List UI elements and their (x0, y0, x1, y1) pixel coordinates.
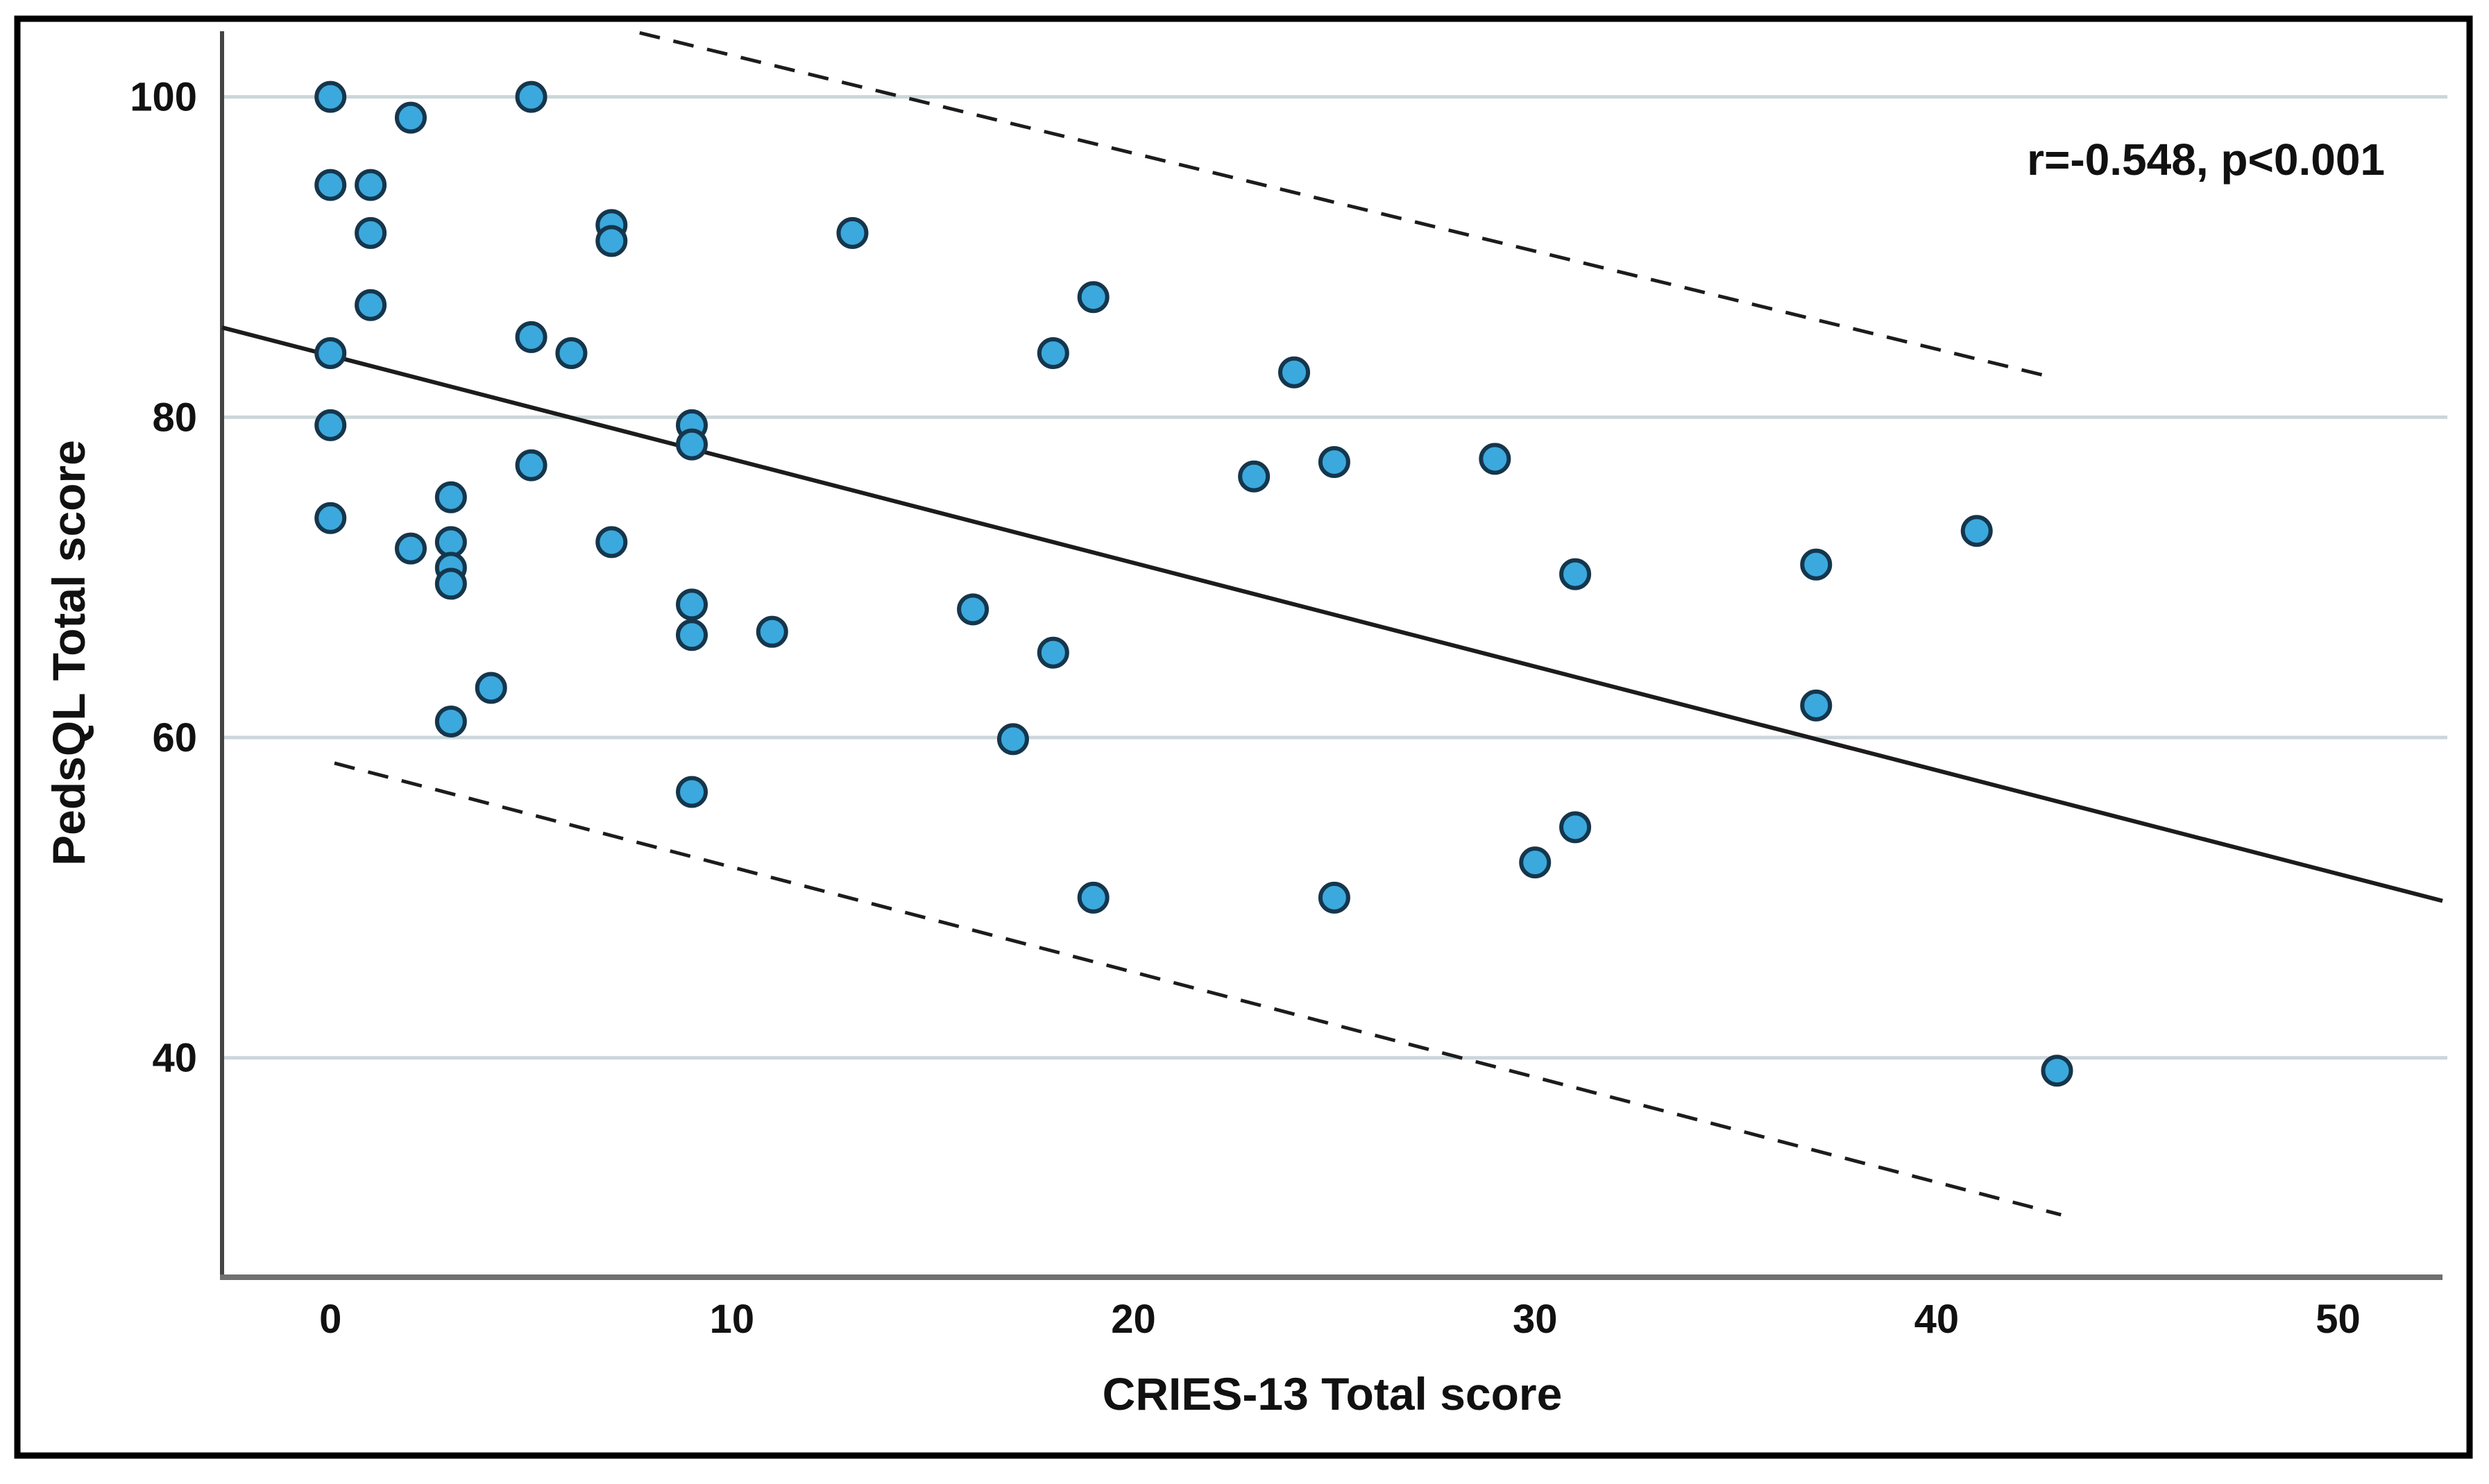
y-tick-label-40: 40 (152, 1036, 197, 1081)
y-tick-label-60: 60 (152, 715, 197, 760)
data-point (676, 428, 708, 461)
data-point (355, 289, 387, 321)
data-point (1077, 281, 1110, 314)
data-point (475, 672, 507, 704)
data-point (355, 216, 387, 249)
y-axis-title: PedsQL Total score (43, 440, 94, 866)
data-point (836, 216, 869, 249)
ci-lower-line (334, 761, 2062, 1217)
x-tick-label-20: 20 (1111, 1297, 1156, 1342)
data-point (434, 481, 467, 513)
data-point (394, 532, 427, 565)
data-point (1077, 881, 1110, 914)
fit-line-layer (221, 31, 2443, 1217)
data-point (1800, 548, 1833, 581)
data-point (1318, 881, 1350, 914)
data-point (314, 337, 347, 370)
x-axis-title: CRIES-13 Total score (1103, 1368, 1563, 1419)
data-point (676, 619, 708, 651)
data-point (996, 723, 1029, 756)
data-point (515, 321, 547, 353)
y-tick-label-100: 100 (130, 75, 197, 120)
data-point (595, 526, 628, 558)
data-point (1960, 515, 1993, 547)
data-point (314, 80, 347, 113)
axis-layer (220, 31, 2443, 1280)
x-tick-label-0: 0 (319, 1297, 341, 1342)
data-point (676, 588, 708, 621)
data-point (314, 409, 347, 441)
correlation-annotation: r=-0.548, p<0.001 (2027, 135, 2385, 185)
x-tick-label-40: 40 (1914, 1297, 1960, 1342)
data-point (515, 80, 547, 113)
data-point (1318, 445, 1350, 478)
x-tick-label-50: 50 (2316, 1297, 2361, 1342)
gridline-layer (222, 95, 2447, 1060)
data-point (1559, 811, 1592, 844)
data-point (314, 502, 347, 534)
data-point (1519, 846, 1552, 879)
data-point (1800, 689, 1833, 722)
data-point (314, 169, 347, 201)
y-tick-label-80: 80 (152, 395, 197, 440)
data-point (957, 593, 989, 626)
x-tick-label-10: 10 (710, 1297, 755, 1342)
tick-label-layer: 40 60 80 100 0 10 20 30 40 50 (130, 75, 2361, 1342)
data-point (1037, 636, 1069, 669)
data-point (434, 705, 467, 737)
data-point (394, 101, 427, 134)
data-point (355, 169, 387, 201)
data-point (595, 225, 628, 257)
data-point (2041, 1055, 2073, 1087)
figure-border (14, 15, 2473, 1459)
data-point (1037, 337, 1069, 370)
data-point (1559, 558, 1592, 590)
ci-upper-line (639, 31, 2046, 377)
data-point (756, 615, 788, 648)
data-point (676, 776, 708, 808)
data-point-layer (314, 80, 2073, 1087)
data-point (515, 449, 547, 481)
x-tick-label-30: 30 (1513, 1297, 1558, 1342)
data-point (1479, 443, 1511, 475)
data-point (1278, 356, 1311, 389)
data-point (434, 568, 467, 600)
regression-line (221, 325, 2443, 903)
data-point (1238, 460, 1271, 493)
data-point (555, 337, 588, 370)
